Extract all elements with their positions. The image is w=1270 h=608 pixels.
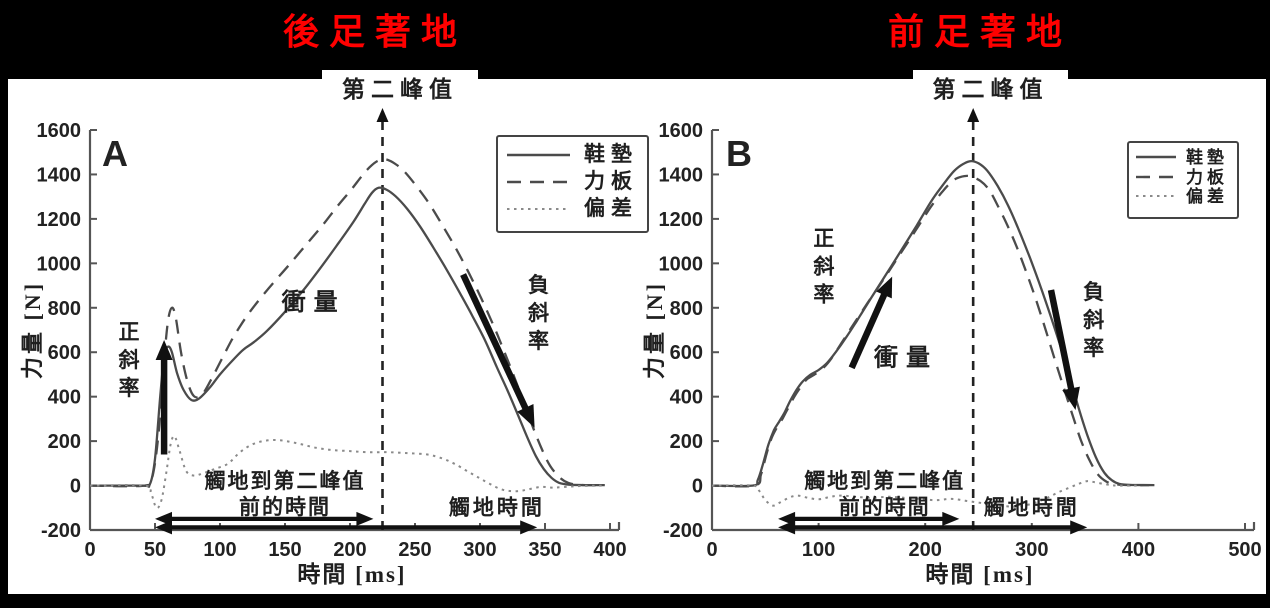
deviation-curve — [711, 480, 1139, 508]
panel-b-second-peak-label: 第二峰值 — [913, 70, 1068, 107]
x-axis-label: 時間 [ms] — [297, 562, 406, 587]
x-tick-label: 150 — [268, 539, 301, 561]
y-tick-label: -200 — [663, 520, 703, 542]
impulse-label: 衝量 — [281, 288, 346, 316]
y-tick-label: 600 — [48, 342, 81, 364]
x-tick-label: 500 — [1228, 539, 1261, 561]
legend-insole-curve-label: 鞋墊 — [584, 142, 638, 166]
contact-time-label: 觸地時間 — [449, 495, 545, 519]
time-to-peak-arrow-right-head — [356, 511, 374, 526]
insole-curve — [89, 186, 605, 488]
second-peak-line-head — [376, 108, 389, 122]
negative-slope-label: 負 — [1083, 280, 1104, 304]
y-tick-label: 800 — [670, 298, 703, 320]
positive-slope-label: 斜 — [812, 255, 834, 279]
x-tick-label: 0 — [706, 539, 717, 561]
negative-slope-label: 斜 — [527, 301, 549, 325]
x-tick-label: 300 — [463, 539, 496, 561]
y-tick-label: 0 — [70, 476, 81, 498]
force-plate-curve — [711, 174, 1150, 488]
legend-force-plate-curve-label: 力板 — [584, 169, 638, 193]
y-axis-label: 力量 [N] — [642, 281, 667, 379]
time-to-peak-label-line1: 觸地到第二峰值 — [804, 469, 965, 493]
legend-deviation-curve-label: 偏差 — [584, 196, 638, 220]
y-tick-label: -200 — [41, 520, 81, 542]
x-tick-label: 400 — [593, 539, 626, 561]
negative-slope-arrow — [460, 273, 532, 416]
y-tick-label: 0 — [692, 476, 703, 498]
contact-time-arrow-left-head — [155, 520, 172, 535]
contact-time-arrow-right-head — [1070, 520, 1088, 535]
time-to-peak-label-line1: 觸地到第二峰值 — [205, 469, 366, 493]
y-tick-label: 800 — [48, 298, 81, 320]
y-tick-label: 1600 — [37, 120, 82, 142]
negative-slope-label: 負 — [528, 273, 549, 297]
positive-slope-label: 率 — [813, 283, 834, 307]
y-tick-label: 1400 — [659, 164, 704, 186]
negative-slope-arrow-head — [1062, 386, 1080, 410]
positive-slope-arrow-head — [155, 340, 173, 360]
x-tick-label: 250 — [398, 539, 431, 561]
x-tick-label: 200 — [909, 539, 942, 561]
panel-a-second-peak-label: 第二峰值 — [322, 70, 478, 107]
x-tick-label: 350 — [528, 539, 561, 561]
positive-slope-arrow-head — [876, 276, 893, 299]
x-tick-label: 400 — [1122, 539, 1155, 561]
negative-slope-label: 斜 — [1082, 308, 1104, 332]
second-peak-line-head — [967, 108, 980, 122]
y-tick-label: 200 — [48, 431, 81, 453]
y-tick-label: 1400 — [37, 164, 82, 186]
time-to-peak-label-line2: 前的時間 — [239, 495, 331, 519]
positive-slope-label: 率 — [119, 376, 140, 400]
contact-time-arrow-left-head — [778, 520, 796, 535]
legend-box — [496, 135, 649, 233]
negative-slope-arrow — [1047, 289, 1076, 396]
panel-b-title: 前足著地 — [887, 12, 1072, 52]
positive-slope-label: 斜 — [118, 348, 140, 372]
time-to-peak-label-line2: 前的時間 — [839, 495, 931, 519]
negative-slope-label: 率 — [528, 329, 549, 353]
y-tick-label: 1000 — [659, 253, 704, 275]
positive-slope-arrow — [848, 288, 890, 370]
y-tick-label: 1600 — [659, 120, 704, 142]
x-tick-label: 300 — [1015, 539, 1048, 561]
panel-corner-label: A — [102, 133, 128, 174]
positive-slope-label: 正 — [119, 320, 140, 344]
negative-slope-arrow-head — [517, 404, 535, 428]
x-tick-label: 50 — [144, 539, 166, 561]
positive-slope-label: 正 — [813, 227, 834, 251]
time-to-peak-arrow-right-head — [942, 511, 960, 526]
legend-force-plate-curve-label: 力板 — [1186, 167, 1228, 187]
y-tick-label: 200 — [670, 431, 703, 453]
y-tick-label: 600 — [670, 342, 703, 364]
y-tick-label: 1000 — [37, 253, 82, 275]
deviation-curve — [89, 435, 605, 510]
negative-slope-label: 率 — [1083, 336, 1104, 360]
impulse-label: 衝量 — [873, 344, 938, 372]
y-axis-label: 力量 [N] — [20, 281, 45, 379]
y-tick-label: 400 — [670, 387, 703, 409]
contact-time-label: 觸地時間 — [984, 495, 1080, 519]
x-tick-label: 200 — [333, 539, 366, 561]
x-tick-label: 100 — [802, 539, 835, 561]
panel-a-title: 後足著地 — [282, 12, 467, 52]
y-tick-label: 1200 — [659, 209, 704, 231]
y-tick-label: 400 — [48, 387, 81, 409]
panel-corner-label: B — [726, 133, 752, 174]
x-tick-label: 100 — [203, 539, 236, 561]
y-tick-label: 1200 — [37, 209, 82, 231]
legend-deviation-curve-label: 偏差 — [1186, 186, 1228, 206]
legend-box — [1127, 141, 1239, 219]
x-axis-label: 時間 [ms] — [925, 562, 1034, 587]
legend-insole-curve-label: 鞋墊 — [1186, 147, 1228, 167]
x-tick-label: 0 — [84, 539, 95, 561]
contact-time-arrow-right-head — [520, 520, 538, 535]
